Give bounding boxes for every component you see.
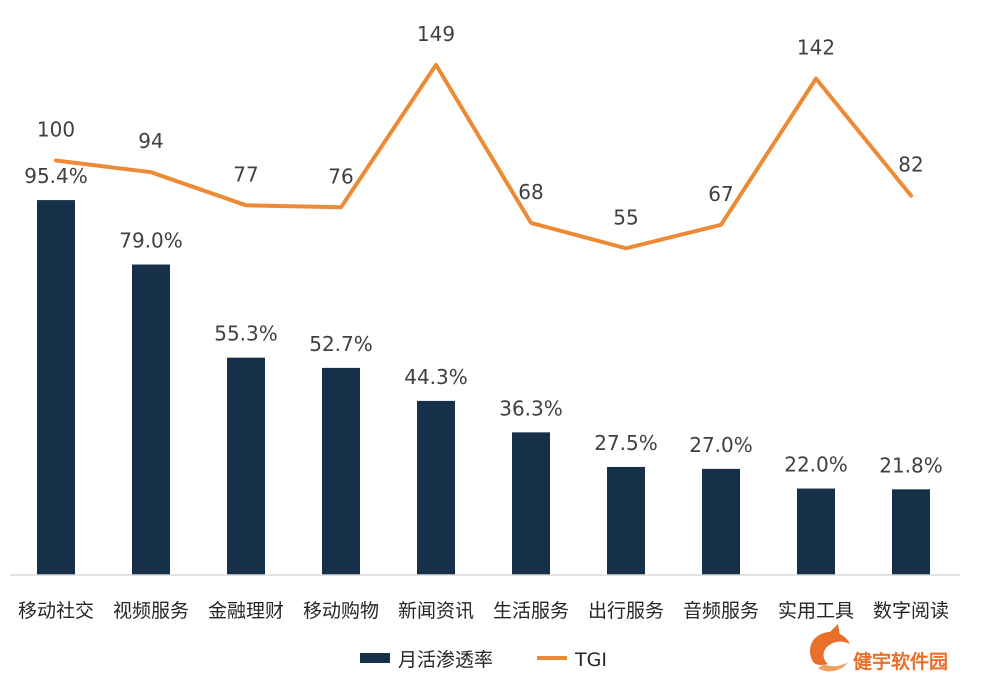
legend: 月活渗透率 TGI	[360, 649, 607, 671]
tgi-value-label: 55	[613, 205, 638, 229]
tgi-value-label: 77	[233, 162, 258, 186]
bar	[797, 488, 835, 575]
tgi-value-label: 149	[417, 22, 455, 46]
bar-value-labels: 95.4% 79.0% 55.3% 52.7% 44.3% 36.3% 27.5% 27.0%…	[24, 164, 943, 477]
tgi-value-label: 76	[328, 164, 353, 188]
bar	[37, 200, 75, 575]
x-tick-label: 生活服务	[493, 600, 569, 622]
bar	[892, 489, 930, 575]
legend-item-bar: 月活渗透率	[360, 649, 493, 671]
tgi-value-label: 82	[898, 153, 923, 177]
tgi-value-label: 94	[138, 129, 163, 153]
x-tick-label: 新闻资讯	[398, 600, 474, 622]
bar-value-label: 36.3%	[499, 396, 563, 420]
legend-bar-swatch	[360, 653, 390, 663]
x-tick-label: 视频服务	[113, 600, 189, 622]
x-tick-label: 金融理财	[208, 600, 284, 622]
tgi-value-labels: 100 94 77 76 149 68 55 67 142 82	[37, 22, 924, 229]
bar	[702, 468, 740, 575]
bar-value-label: 95.4%	[24, 164, 88, 188]
tgi-value-label: 67	[708, 182, 733, 206]
bar-series	[37, 200, 930, 575]
bar	[512, 432, 550, 575]
tgi-value-label: 142	[797, 36, 835, 60]
bar	[322, 367, 360, 575]
legend-line-label: TGI	[574, 649, 607, 671]
bar	[417, 400, 455, 575]
bar-value-label: 21.8%	[879, 453, 943, 477]
legend-item-line: TGI	[537, 649, 607, 671]
bar-value-label: 52.7%	[309, 332, 373, 356]
bar-value-label: 27.0%	[689, 433, 753, 457]
bar	[607, 466, 645, 575]
x-tick-label: 实用工具	[778, 600, 854, 622]
tgi-line	[54, 62, 913, 251]
bar	[227, 357, 265, 575]
x-tick-label: 出行服务	[588, 600, 664, 622]
tgi-value-label: 68	[518, 180, 543, 204]
watermark-text: 健宇软件园	[853, 650, 948, 673]
x-tick-label: 数字阅读	[873, 600, 949, 622]
bar-value-label: 27.5%	[594, 431, 658, 455]
legend-bar-label: 月活渗透率	[398, 649, 493, 671]
x-tick-label: 移动社交	[18, 600, 94, 622]
x-axis-tick-labels: 移动社交 视频服务 金融理财 移动购物 新闻资讯 生活服务 出行服务 音频服务 实用工具 数字阅读	[18, 600, 949, 622]
x-tick-label: 音频服务	[683, 600, 759, 622]
bar-value-label: 22.0%	[784, 453, 848, 477]
x-tick-label: 移动购物	[303, 600, 379, 622]
tgi-line-series	[54, 62, 913, 251]
fox-logo-icon	[809, 624, 850, 672]
bar-value-label: 44.3%	[404, 365, 468, 389]
bar	[132, 264, 170, 575]
bar-value-label: 79.0%	[119, 229, 183, 253]
tgi-value-label: 100	[37, 118, 75, 142]
bar-value-label: 55.3%	[214, 322, 278, 346]
watermark: 健宇软件园	[809, 624, 948, 673]
